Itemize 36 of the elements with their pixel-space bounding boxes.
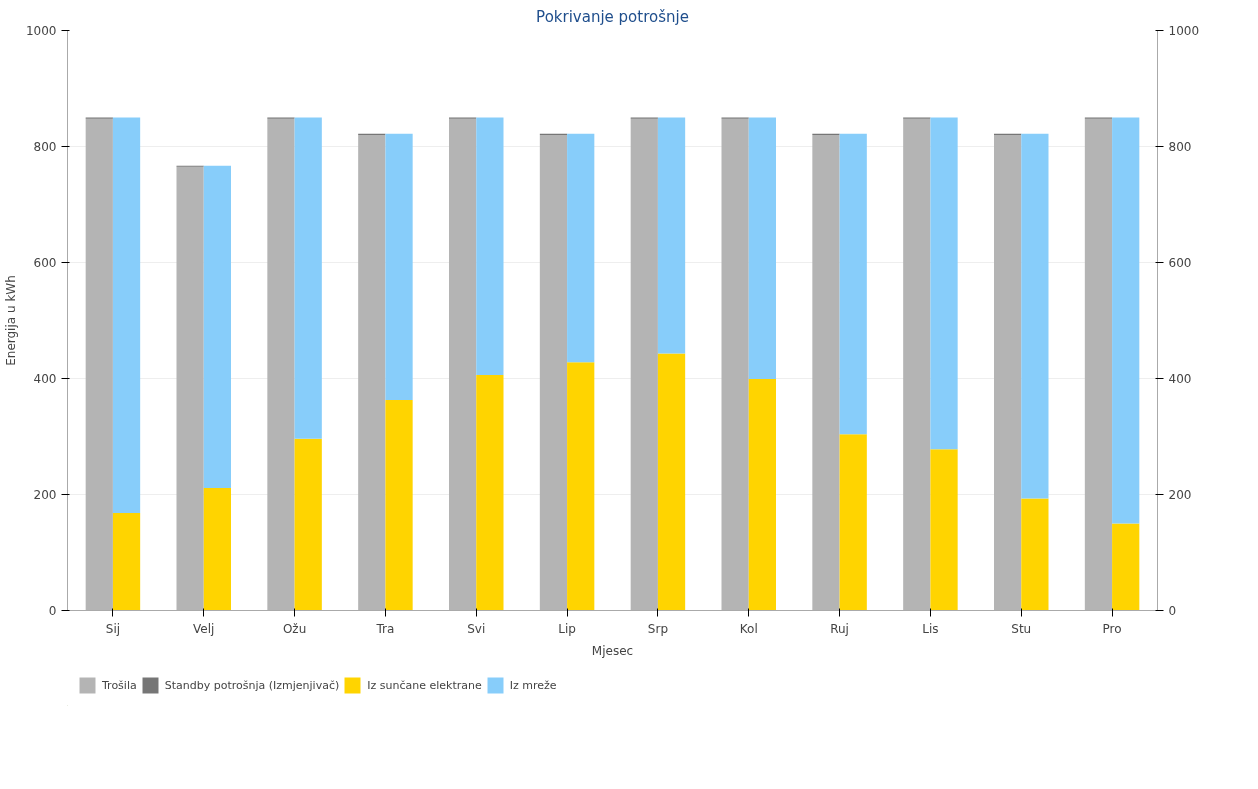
y-tick-label: 600 <box>33 256 57 270</box>
x-tick-label: Sij <box>105 621 121 636</box>
bar <box>203 488 231 611</box>
x-tick-label: Pro <box>1102 621 1122 636</box>
y2-tick-label: 200 <box>1168 488 1192 502</box>
y2-tick-label: 800 <box>1168 140 1192 154</box>
x-tick-label: Svi <box>467 621 486 636</box>
y2-tick-label: 0 <box>1168 604 1177 618</box>
y-tick-label: 200 <box>33 488 57 502</box>
y2-tick-label: 400 <box>1168 372 1192 386</box>
x-tick-label: Tra <box>375 621 395 636</box>
x-tick-label: Kol <box>739 621 758 636</box>
x-axis-title: Mjesec <box>591 643 634 658</box>
legend-label: Iz sunčane elektrane <box>367 678 482 692</box>
legend-label: Trošila <box>102 678 137 692</box>
y-tick-label: 800 <box>33 140 57 154</box>
x-tick-label: Ruj <box>830 621 849 636</box>
legend-label: Standby potrošnja (Izmjenjivač) <box>164 678 340 692</box>
bar <box>112 513 141 611</box>
bar <box>1021 498 1049 611</box>
x-tick-label: Velj <box>193 621 215 636</box>
chart-title: Pokrivanje potrošnje <box>536 7 689 26</box>
x-tick-label: Lip <box>558 621 576 636</box>
bar <box>930 449 958 611</box>
x-tick-label: Lis <box>922 621 939 636</box>
y-tick-label: 400 <box>33 372 57 386</box>
bar <box>1112 523 1140 611</box>
x-tick-label: Srp <box>647 621 668 636</box>
y-tick-label: 1000 <box>25 24 57 38</box>
legend-label: Iz mreže <box>509 678 557 692</box>
y2-tick-label: 600 <box>1168 256 1192 270</box>
y2-tick-label: 1000 <box>1168 24 1200 38</box>
y-axis-title: Energija u kWh <box>3 275 18 366</box>
y-tick-label: 0 <box>48 604 57 618</box>
x-tick-label: Ožu <box>282 621 307 636</box>
x-tick-label: Stu <box>1011 621 1032 636</box>
